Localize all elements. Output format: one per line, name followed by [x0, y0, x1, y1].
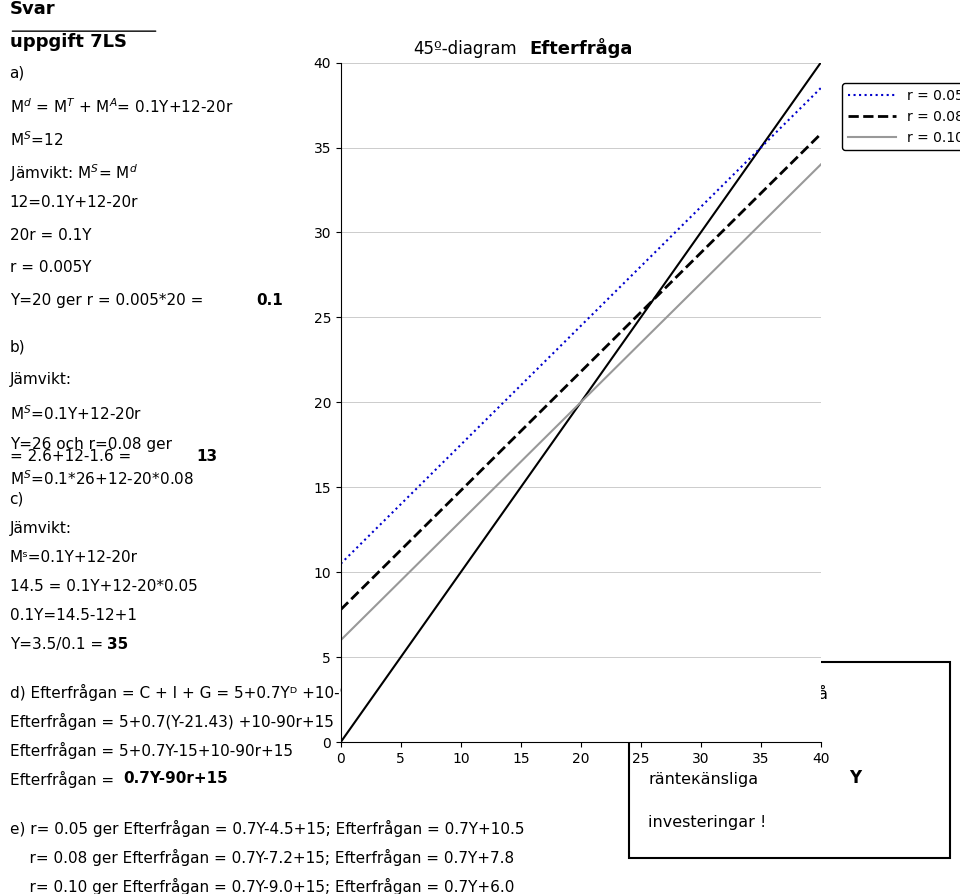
Text: Jämvikt:: Jämvikt: — [10, 520, 72, 536]
Text: Efterfrågan = 5+0.7Y-15+10-90r+15: Efterfrågan = 5+0.7Y-15+10-90r+15 — [10, 742, 293, 759]
Text: Y: Y — [850, 769, 862, 788]
Text: M$^S$=0.1*26+12-20*0.08: M$^S$=0.1*26+12-20*0.08 — [10, 469, 194, 488]
Text: investeringar !: investeringar ! — [648, 815, 766, 830]
Text: b): b) — [10, 340, 25, 354]
Text: Jämvikt: M$^S$= M$^d$: Jämvikt: M$^S$= M$^d$ — [10, 163, 137, 184]
Text: Y=26 och r=0.08 ger: Y=26 och r=0.08 ger — [10, 437, 172, 452]
Text: M$^d$ = M$^T$ + M$^A$= 0.1Y+12-20r: M$^d$ = M$^T$ + M$^A$= 0.1Y+12-20r — [10, 97, 233, 116]
Text: M$^S$=0.1Y+12-20r: M$^S$=0.1Y+12-20r — [10, 404, 142, 423]
Text: 20r = 0.1Y: 20r = 0.1Y — [10, 228, 91, 243]
Text: = 2.6+12-1.6 =: = 2.6+12-1.6 = — [10, 449, 135, 464]
Text: 0.1Y=14.5-12+1: 0.1Y=14.5-12+1 — [10, 608, 136, 623]
Title: Efterfråga: Efterfråga — [529, 38, 633, 58]
Text: Efterfrågan = 5+0.7(Y-21.43) +10-90r+15: Efterfrågan = 5+0.7(Y-21.43) +10-90r+15 — [10, 713, 333, 730]
Text: Svar: Svar — [10, 0, 56, 18]
Text: räntекänsliga: räntекänsliga — [648, 772, 758, 787]
Text: r = 0.005Y: r = 0.005Y — [10, 260, 91, 275]
Text: c): c) — [10, 492, 24, 507]
Text: 0.7Y-90r+15: 0.7Y-90r+15 — [123, 771, 228, 786]
Text: 13: 13 — [197, 449, 218, 464]
Text: uppgift 7LS: uppgift 7LS — [10, 32, 127, 51]
Text: e) r= 0.05 ger Efterfrågan = 0.7Y-4.5+15; Efterfrågan = 0.7Y+10.5: e) r= 0.05 ger Efterfrågan = 0.7Y-4.5+15… — [10, 821, 524, 838]
Text: Efterfrågan sjunker då: Efterfrågan sjunker då — [648, 685, 828, 702]
Text: 0.1: 0.1 — [256, 293, 283, 308]
Text: Efterfrågan =: Efterfrågan = — [10, 771, 119, 789]
Text: Y=20 ger r = 0.005*20 =: Y=20 ger r = 0.005*20 = — [10, 293, 208, 308]
Text: 14.5 = 0.1Y+12-20*0.05: 14.5 = 0.1Y+12-20*0.05 — [10, 579, 198, 594]
Text: 45º-diagram: 45º-diagram — [413, 40, 516, 58]
Legend: r = 0.05, r = 0.08, r = 0.10: r = 0.05, r = 0.08, r = 0.10 — [842, 83, 960, 150]
Text: Jämvikt:: Jämvikt: — [10, 372, 72, 387]
Text: 12=0.1Y+12-20r: 12=0.1Y+12-20r — [10, 195, 138, 210]
Text: a): a) — [10, 65, 25, 80]
Text: r= 0.10 ger Efterfrågan = 0.7Y-9.0+15; Efterfrågan = 0.7Y+6.0: r= 0.10 ger Efterfrågan = 0.7Y-9.0+15; E… — [10, 878, 514, 894]
Text: r= 0.08 ger Efterfrågan = 0.7Y-7.2+15; Efterfrågan = 0.7Y+7.8: r= 0.08 ger Efterfrågan = 0.7Y-7.2+15; E… — [10, 849, 514, 866]
Text: M$^S$=12: M$^S$=12 — [10, 131, 62, 149]
Text: Mˢ=0.1Y+12-20r: Mˢ=0.1Y+12-20r — [10, 550, 137, 565]
Text: räntan stiger p g a: räntan stiger p g a — [648, 729, 798, 744]
Text: Y=3.5/0.1 =: Y=3.5/0.1 = — [10, 637, 108, 652]
Text: d) Efterfrågan = C + I + G = 5+0.7Yᴰ +10-90r+15: d) Efterfrågan = C + I + G = 5+0.7Yᴰ +10… — [10, 684, 397, 701]
Text: 35: 35 — [107, 637, 129, 652]
